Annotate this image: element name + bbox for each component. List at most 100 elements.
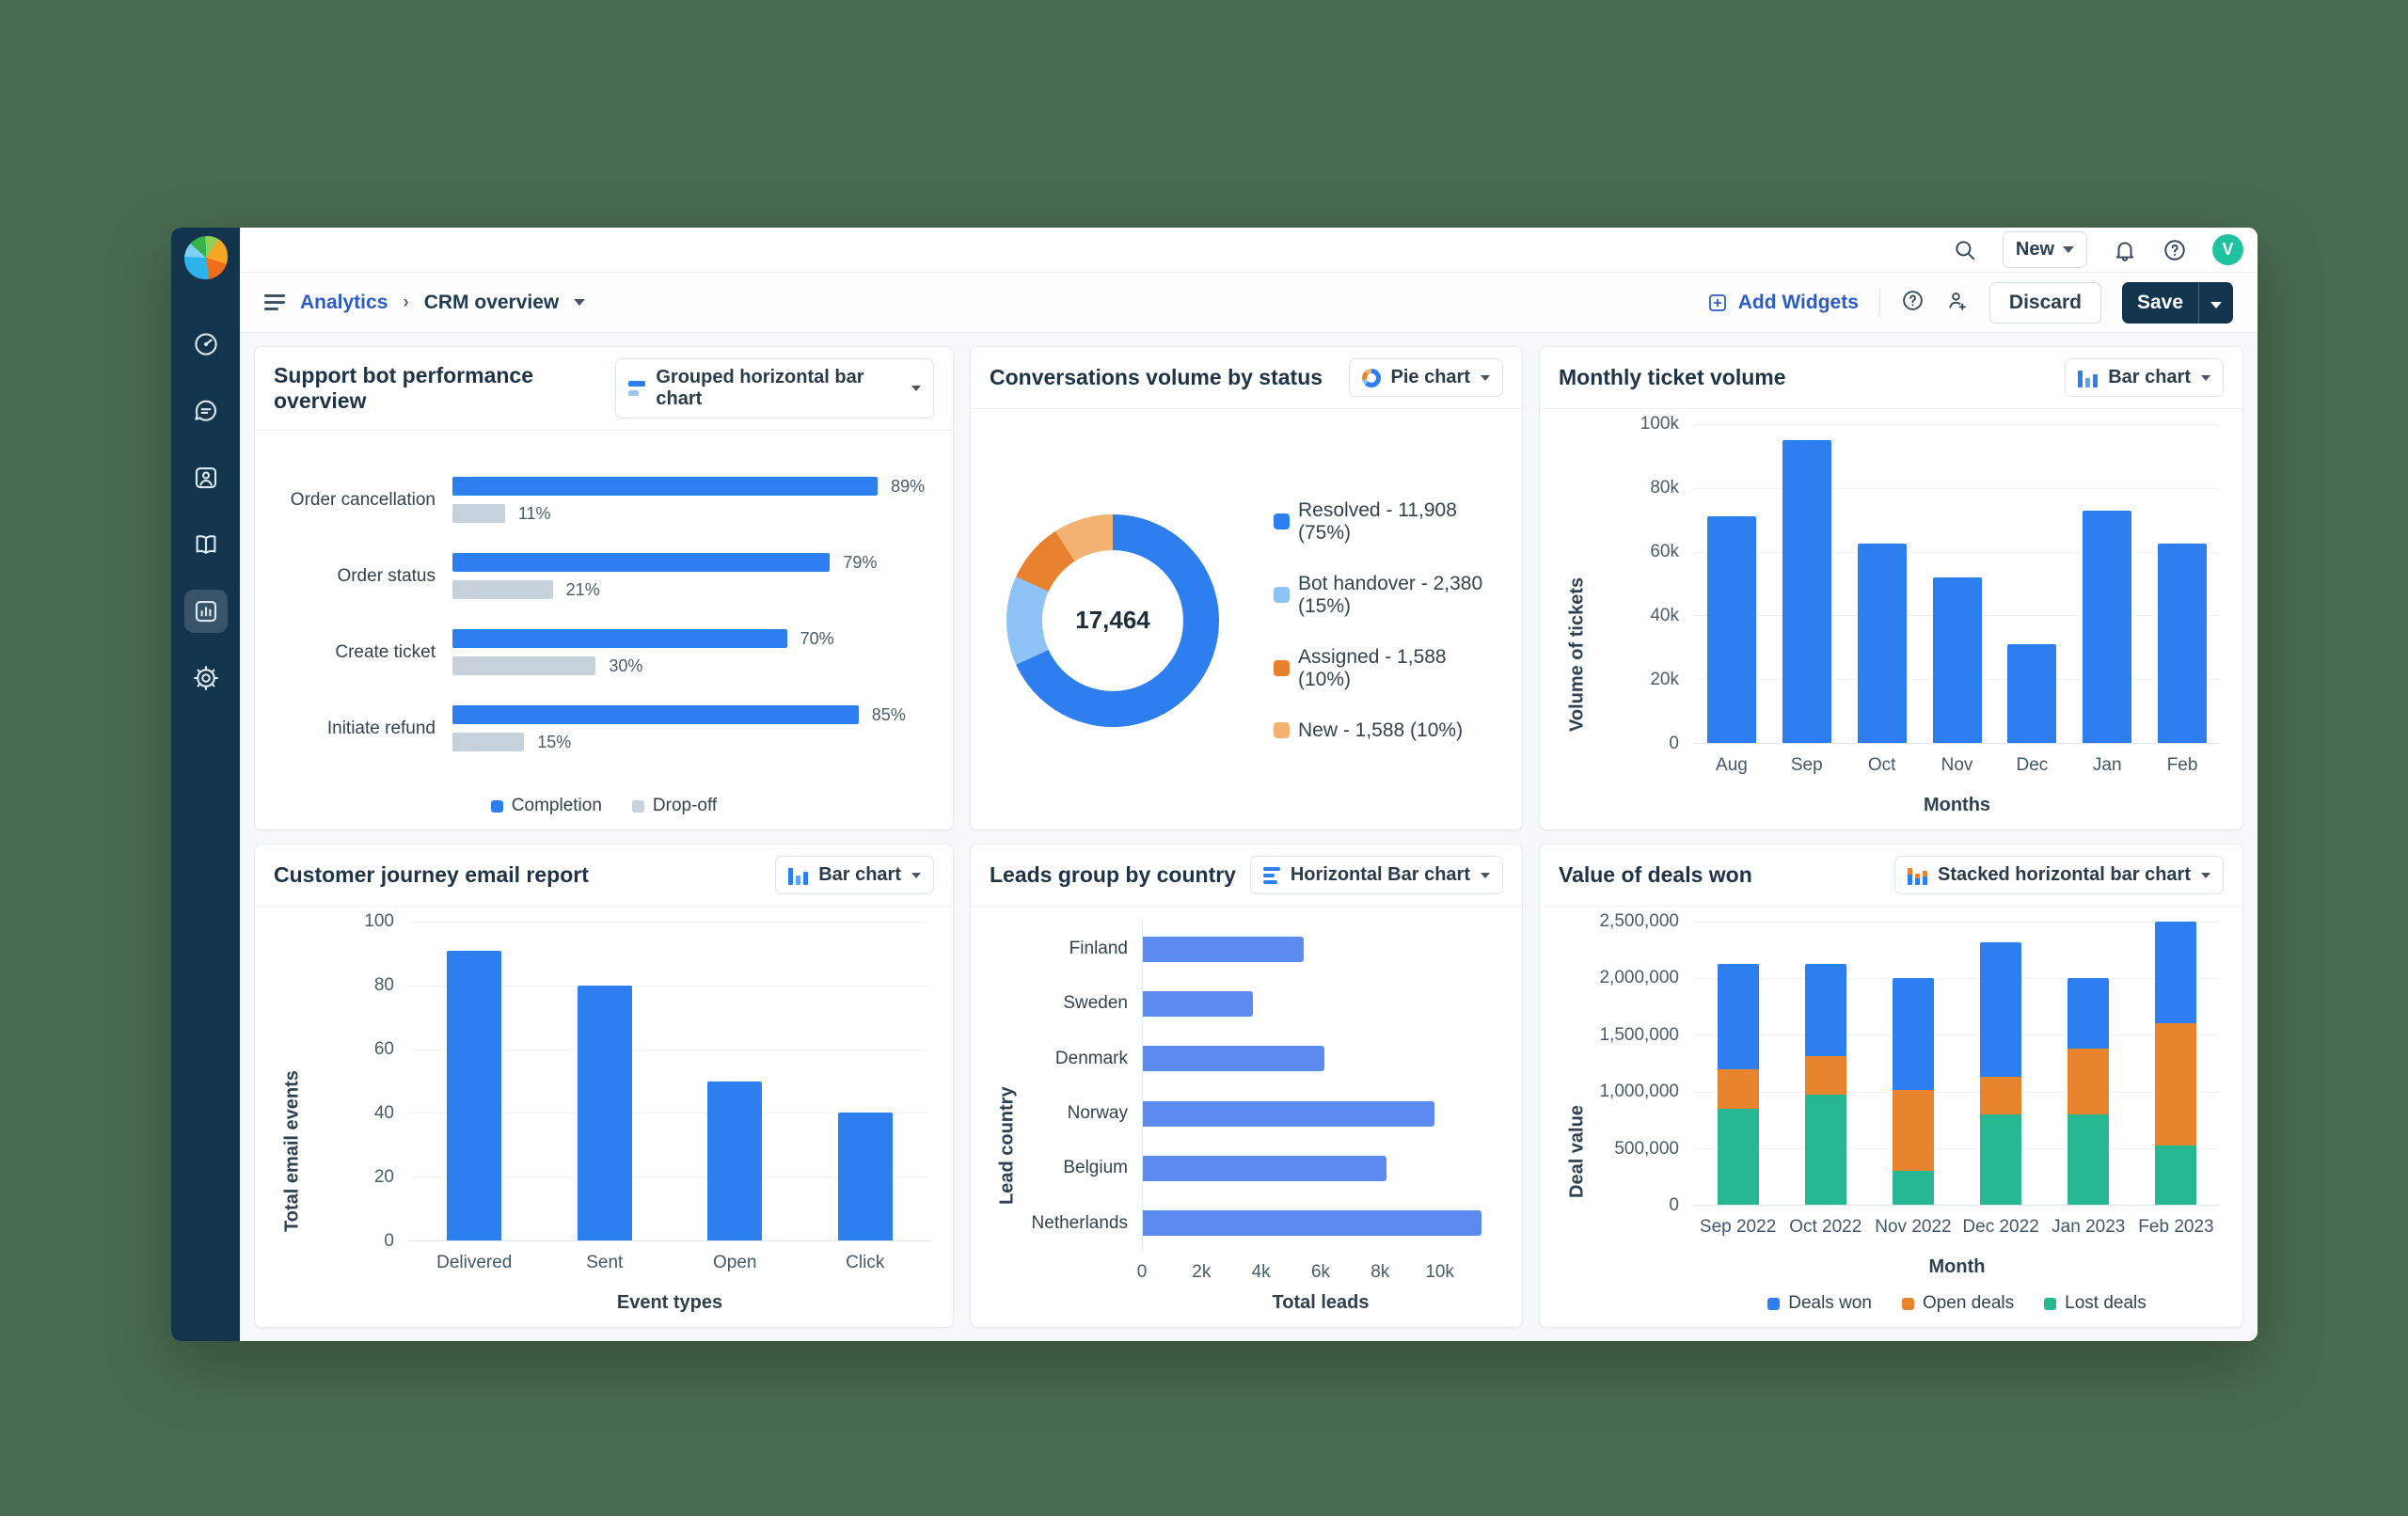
legend-label: Completion [511, 796, 602, 815]
sidebar-item-knowledge-base[interactable] [184, 523, 228, 566]
x-axis: 0 2k 4k 6k 8k 10k [1137, 1251, 1499, 1287]
bar [2007, 643, 2057, 743]
bar-track [1143, 1100, 1499, 1127]
donut-chart: 17,464 Resolved - 11,908 (75%) Bot handove… [993, 424, 1499, 816]
save-button[interactable]: Save [2121, 281, 2233, 324]
search-icon[interactable] [1953, 238, 1977, 262]
bar [1143, 1046, 1324, 1072]
x-axis: Delivered Sent Open Click [409, 1241, 930, 1273]
bar-segment [2067, 1113, 2110, 1205]
widget-email-report: Customer journey email report Bar chart … [254, 844, 954, 1328]
toolbar-actions: Add Widgets Discard Save [1706, 281, 2233, 324]
chart-type-selector[interactable]: Grouped horizontal bar chart [615, 358, 934, 418]
chart-type-selector[interactable]: Bar chart [775, 856, 934, 894]
monthly-ticket-volume-chart: Volume of tickets 100k 80k 60k 40k 20k 0 Aug Sep… [1562, 414, 2220, 816]
sidebar-item-dashboard[interactable] [184, 323, 228, 366]
app-window: New V Analytics › CRM overview [171, 228, 2258, 1341]
legend-swatch [1274, 513, 1290, 529]
sidebar-item-settings[interactable] [184, 656, 228, 700]
sidebar-item-conversations[interactable] [184, 389, 228, 433]
avatar-initial: V [2222, 240, 2234, 259]
bar [837, 1113, 893, 1240]
bar-line: 79% [452, 553, 930, 573]
bar-slot [1694, 424, 1769, 743]
bar-slot [670, 922, 800, 1240]
page-title-caret-icon[interactable] [574, 299, 586, 306]
freshworks-logo-icon[interactable] [183, 236, 228, 279]
sidebar-item-analytics[interactable] [183, 590, 228, 633]
add-widgets-label: Add Widgets [1737, 291, 1859, 313]
bars [1142, 922, 1499, 1251]
bar-segment [1804, 1094, 1846, 1205]
grid-line [1694, 551, 2220, 553]
bar-segment [2155, 1145, 2197, 1205]
category-label: Belgium [1063, 1158, 1128, 1178]
legend-swatch [1274, 722, 1290, 738]
axis-tick-label: Jan 2023 [2052, 1217, 2126, 1237]
chart-row: Create ticket 70% 30% [277, 629, 930, 676]
share-user-button[interactable] [1945, 289, 1969, 317]
axis-tick-label: Feb [2166, 755, 2198, 775]
chart-type-selector[interactable]: Stacked horizontal bar chart [1894, 856, 2224, 894]
support-bot-chart: Order cancellation 89% 11% Order status 79% 2… [277, 446, 930, 816]
menu-icon[interactable] [264, 294, 285, 310]
legend-label: Open deals [1922, 1293, 2015, 1313]
axis-tick-label: 2,500,000 [1599, 911, 1679, 931]
discard-button[interactable]: Discard [1988, 281, 2101, 324]
widget-body: Order cancellation 89% 11% Order status 79% 2… [255, 431, 953, 829]
bar-segment [1892, 1170, 1934, 1205]
axis-tick-label: 60 [373, 1039, 394, 1059]
bar [1706, 516, 1756, 743]
widget-header: Value of deals won Stacked horizontal ba… [1540, 845, 2242, 907]
divider [1878, 288, 1880, 317]
x-axis-title: Event types [616, 1292, 723, 1313]
value-label: 70% [800, 628, 834, 648]
chart-type-label: Horizontal Bar chart [1290, 864, 1470, 885]
category-label: Order cancellation [290, 489, 436, 510]
legend-swatch [1274, 660, 1290, 676]
user-avatar[interactable]: V [2212, 234, 2243, 265]
chart-type-label: Stacked horizontal bar chart [1938, 864, 2191, 885]
bar-slot [1845, 424, 1920, 743]
plot-area: Finland Sweden Denmark Norway Belgium Netherl… [1022, 922, 1499, 1314]
chevron-down-icon [2201, 374, 2210, 381]
y-axis-title: Total email events [281, 1070, 303, 1233]
chart-type-selector[interactable]: Pie chart [1348, 358, 1503, 397]
grid-line [1694, 922, 2220, 923]
axis-tick-label: 500,000 [1614, 1138, 1679, 1159]
new-button[interactable]: New [2002, 231, 2087, 268]
chart-row: Initiate refund 85% 15% [277, 705, 930, 752]
notifications-bell-icon[interactable] [2113, 238, 2137, 262]
legend-item: Open deals [1901, 1293, 2015, 1314]
x-axis-title: Month [1928, 1256, 1986, 1277]
bar [452, 629, 787, 648]
plot-area: 2,500,000 2,000,000 1,500,000 1,000,000 500,… [1592, 911, 2220, 1314]
legend-label: Resolved - 11,908 (75%) [1298, 498, 1457, 544]
axis-tick-label: Click [846, 1253, 885, 1272]
plot-row: 100 80 60 40 20 0 [308, 911, 930, 1251]
breadcrumb-analytics[interactable]: Analytics [300, 291, 388, 313]
chart-type-selector[interactable]: Bar chart [2065, 358, 2224, 397]
grid-line [1694, 487, 2220, 489]
help-icon[interactable] [2162, 238, 2187, 262]
save-dropdown[interactable] [2198, 281, 2233, 324]
bar [1143, 990, 1253, 1017]
bar-line: 30% [452, 656, 930, 676]
axis-tick-label: Dec [2016, 755, 2049, 775]
axis-tick-label: Sent [586, 1253, 624, 1272]
grid-line [1694, 1091, 2220, 1093]
add-widgets-button[interactable]: Add Widgets [1706, 292, 1859, 314]
widget-help-button[interactable] [1901, 289, 1925, 317]
main-area: New V Analytics › CRM overview [240, 228, 2258, 1341]
chart-type-selector[interactable]: Horizontal Bar chart [1249, 856, 1503, 894]
widget-support-bot-performance: Support bot performance overview Grouped… [254, 346, 954, 830]
help-circle-icon [1903, 290, 1923, 310]
sidebar-item-contacts[interactable] [184, 456, 228, 499]
bar [707, 1081, 763, 1240]
axis-tick-label: 80k [1650, 478, 1679, 497]
axis-tick-label: 0 [1136, 1262, 1148, 1282]
breadcrumb-page-title: CRM overview [423, 291, 560, 313]
plot-area: 100 80 60 40 20 0 Delivered Sent Open Click Event … [308, 911, 930, 1314]
widget-value-of-deals: Value of deals won Stacked horizontal ba… [1539, 844, 2243, 1328]
chart-type-label: Bar chart [818, 864, 901, 885]
